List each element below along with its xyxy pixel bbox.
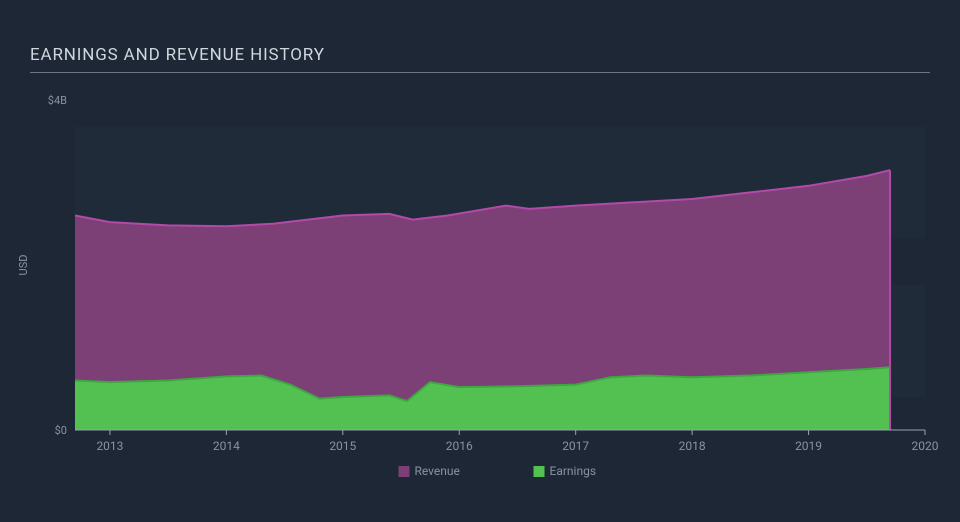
x-tick-label: 2016 [446, 439, 473, 453]
x-tick-label: 2014 [213, 439, 240, 453]
legend-swatch-earnings [534, 466, 545, 477]
y-tick-label: $4B [48, 94, 67, 107]
y-axis-label: USD [17, 255, 30, 276]
x-tick-label: 2019 [795, 439, 822, 453]
y-tick-label: $0 [55, 424, 67, 437]
x-tick-label: 2020 [912, 439, 939, 453]
legend-label-earnings: Earnings [550, 464, 597, 478]
legend-swatch-revenue [399, 466, 410, 477]
chart-svg: $0 $4B USD 2013 2014 2015 2016 2017 2018 2019 2020… [0, 0, 960, 522]
chart-page: EARNINGS AND REVENUE HISTORY $0$4BUSD201… [0, 0, 960, 522]
x-tick-label: 2013 [96, 439, 123, 453]
x-tick-label: 2018 [679, 439, 706, 453]
legend-label-revenue: Revenue [415, 464, 460, 478]
x-tick-label: 2017 [562, 439, 589, 453]
x-tick-label: 2015 [329, 439, 356, 453]
